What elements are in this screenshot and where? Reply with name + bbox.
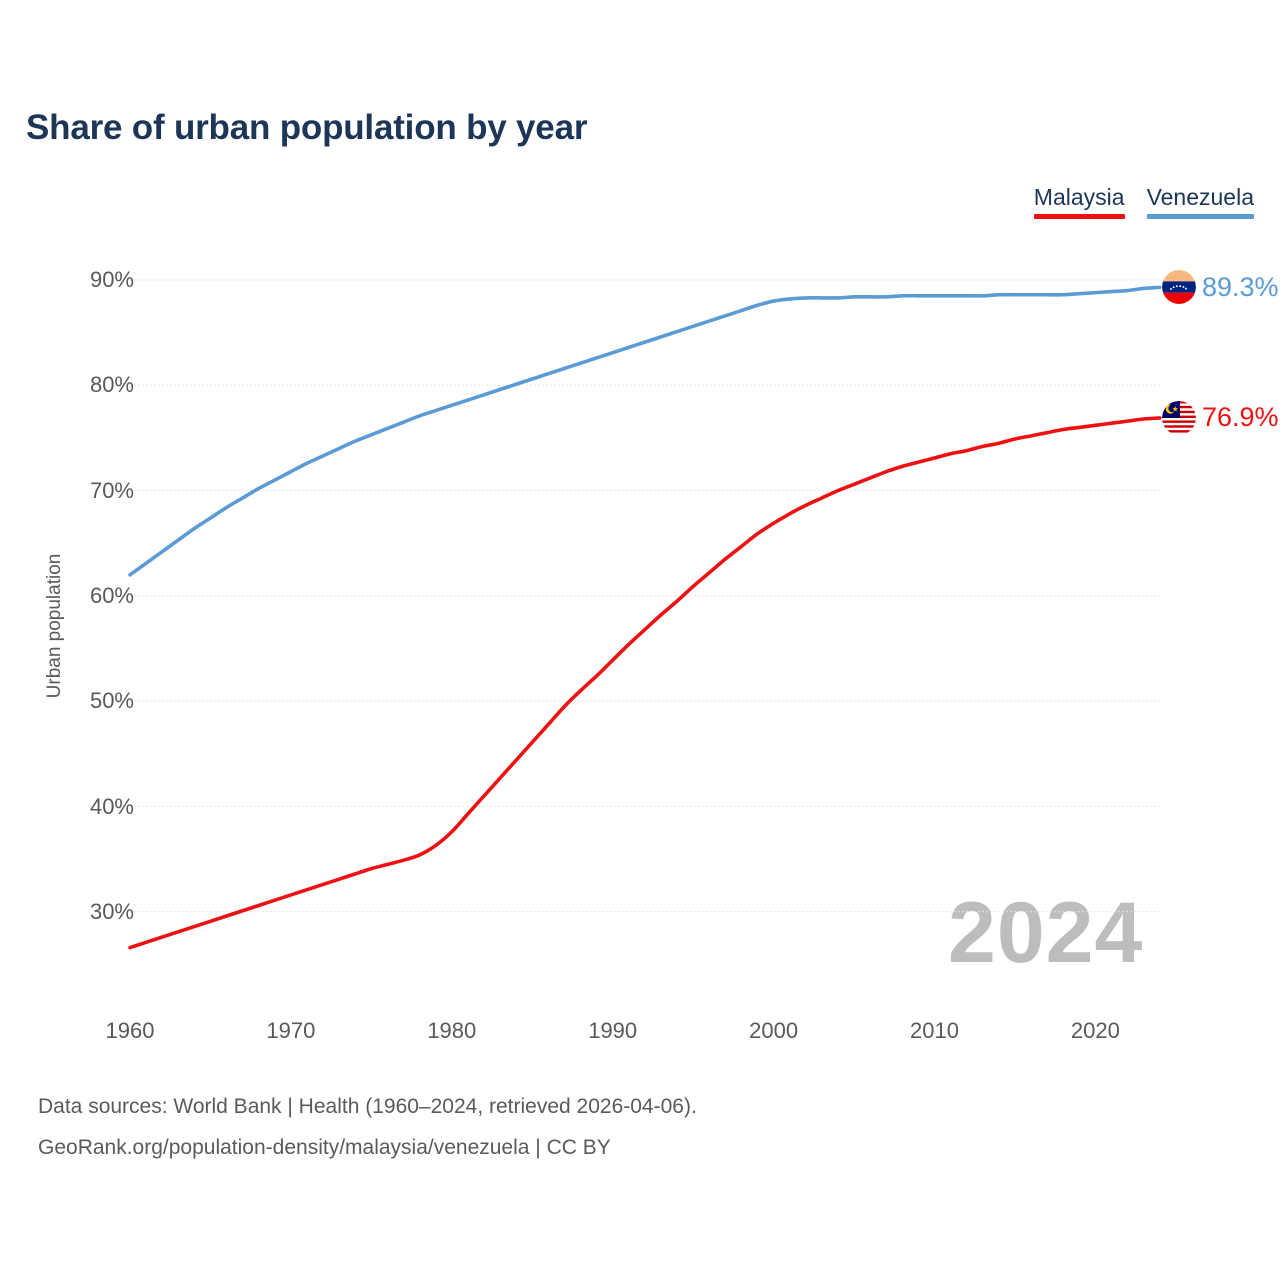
y-tick-label: 40% (89, 793, 134, 819)
x-tick-label: 1990 (588, 1018, 638, 1043)
endpoint-value-venezuela: 89.3% (1202, 271, 1279, 302)
x-tick-label: 2000 (749, 1018, 799, 1043)
series-line-malaysia (128, 416, 1162, 950)
y-tick-label: 50% (89, 688, 134, 714)
x-tick-label: 2010 (910, 1018, 959, 1043)
y-tick-label: 80% (89, 372, 134, 398)
endpoint-value-malaysia: 76.9% (1202, 402, 1279, 433)
venezuela-flag-icon (1162, 270, 1196, 305)
legend-label-venezuela: Venezuela (1146, 184, 1254, 210)
chart-legend: Malaysia Venezuela (1033, 183, 1254, 219)
legend-label-malaysia: Malaysia (1033, 184, 1125, 210)
x-tick-label: 1960 (105, 1018, 155, 1043)
footer-line-url[interactable]: GeoRank.org/population-density/malaysia/… (38, 1136, 611, 1159)
y-tick-label: 60% (89, 582, 134, 608)
y-tick-label: 30% (89, 898, 134, 924)
y-tick-label: 90% (89, 267, 134, 292)
series-line-venezuela (128, 285, 1162, 577)
y-tick-label: 70% (89, 477, 134, 503)
legend-color-rule-venezuela (1146, 214, 1254, 219)
footer-line-sources: Data sources: World Bank | Health (1960–… (38, 1095, 697, 1118)
legend-item-venezuela[interactable]: Venezuela (1146, 183, 1254, 219)
legend-color-rule-malaysia (1033, 214, 1125, 219)
x-tick-label: 1980 (427, 1018, 477, 1043)
page-title: Share of urban population by year (26, 108, 588, 147)
endpoint-label-venezuela: 89.3% (1162, 270, 1279, 305)
footer-credits: Data sources: World Bank | Health (1960–… (38, 1086, 697, 1168)
x-tick-label: 1970 (266, 1018, 316, 1043)
endpoint-label-malaysia: 76.9% (1162, 400, 1279, 435)
legend-item-malaysia[interactable]: Malaysia (1033, 183, 1125, 219)
year-watermark: 2024 (948, 885, 1144, 981)
x-tick-label: 2020 (1070, 1018, 1120, 1043)
malaysia-flag-icon (1162, 400, 1196, 435)
